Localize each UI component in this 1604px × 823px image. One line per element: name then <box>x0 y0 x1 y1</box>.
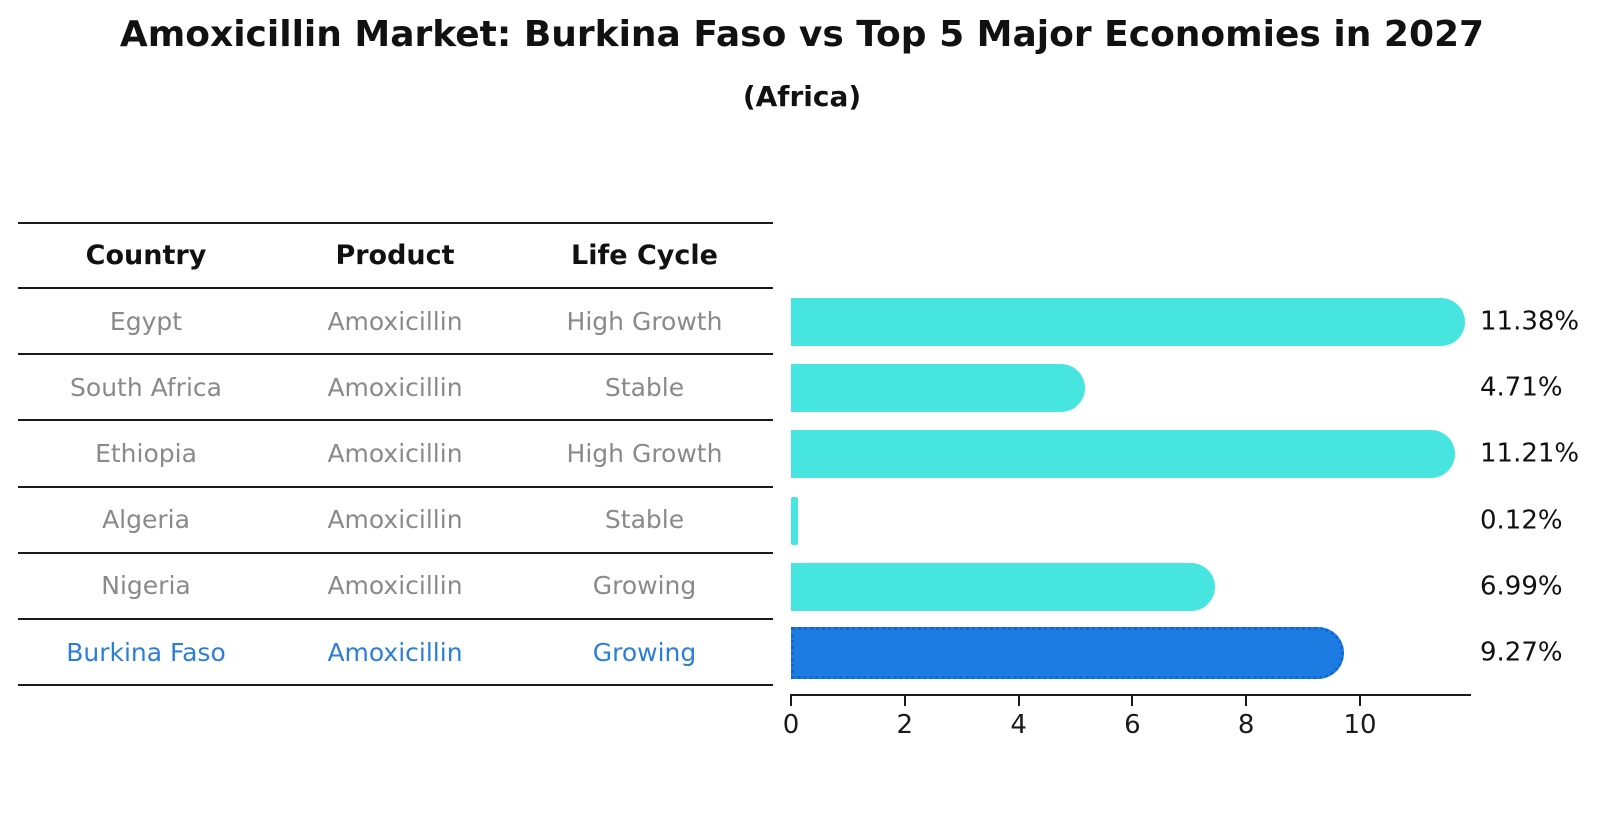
cell-product: Amoxicillin <box>327 637 463 667</box>
bar-value-label-south-africa: 4.71% <box>1480 372 1563 403</box>
cell-life-cycle: Growing <box>592 571 697 601</box>
cell-product: Amoxicillin <box>327 438 463 468</box>
chart-subtitle: (Africa) <box>742 80 862 113</box>
cell-country: South Africa <box>70 372 222 402</box>
table-header-product: Product <box>335 240 455 271</box>
cell-country: Egypt <box>109 306 183 336</box>
cell-country: Burkina Faso <box>66 637 226 667</box>
cell-country: Ethiopia <box>95 438 197 468</box>
table-body: Egypt Amoxicillin High Growth South Africa A… <box>18 289 773 687</box>
x-axis-tick-8 <box>1245 694 1248 706</box>
cell-life-cycle: Growing <box>592 637 697 667</box>
cell-product: Amoxicillin <box>327 505 463 535</box>
x-axis-tick-label-0: 0 <box>782 710 800 740</box>
bar-value-label-ethiopia: 11.21% <box>1480 438 1580 469</box>
bar-burkina-faso <box>791 626 1345 679</box>
table-row-algeria: Algeria Amoxicillin Stable <box>18 488 773 554</box>
bar-algeria <box>791 496 798 545</box>
bar-value-label-algeria: 0.12% <box>1480 504 1563 535</box>
x-axis-tick-4 <box>1017 694 1020 706</box>
bar-ethiopia <box>791 430 1455 479</box>
x-axis-tick-label-6: 6 <box>1124 710 1141 740</box>
table-row-ethiopia: Ethiopia Amoxicillin High Growth <box>18 421 773 488</box>
cell-life-cycle: High Growth <box>566 438 723 468</box>
x-axis-tick-2 <box>903 694 906 706</box>
x-axis-tick-10 <box>1359 694 1361 706</box>
chart-title: Amoxicillin Market: Burkina Faso vs Top … <box>119 14 1485 55</box>
table-row-burkina-faso: Burkina Faso Amoxicillin Growing <box>18 620 773 687</box>
bar-egypt <box>791 298 1465 347</box>
table-row-nigeria: Nigeria Amoxicillin Growing <box>18 554 773 620</box>
x-axis-tick-label-10: 10 <box>1343 710 1377 740</box>
bar-south-africa <box>791 364 1085 413</box>
cell-life-cycle: Stable <box>604 372 685 402</box>
x-axis-tick-label-8: 8 <box>1237 710 1255 740</box>
x-axis-tick-6 <box>1131 694 1134 706</box>
cell-country: Nigeria <box>101 571 191 601</box>
bar-value-label-egypt: 11.38% <box>1480 306 1580 337</box>
x-axis-tick-label-4: 4 <box>1010 710 1027 740</box>
cell-life-cycle: High Growth <box>566 306 723 336</box>
x-axis-tick-label-2: 2 <box>896 710 914 740</box>
x-axis-tick-0 <box>790 694 792 706</box>
bar-value-label-nigeria: 6.99% <box>1480 571 1563 602</box>
table-row-south-africa: South Africa Amoxicillin Stable <box>18 355 773 422</box>
bar-value-label-burkina-faso: 9.27% <box>1480 637 1563 668</box>
table-header-lifecycle: Life Cycle <box>571 240 718 271</box>
table-header-row: Country Product Life Cycle <box>18 222 773 289</box>
cell-product: Amoxicillin <box>327 306 463 336</box>
table-header-country: Country <box>85 240 207 271</box>
table-row-egypt: Egypt Amoxicillin High Growth <box>18 289 773 356</box>
cell-product: Amoxicillin <box>327 372 463 402</box>
country-table: Country Product Life Cycle Egypt Amoxicil… <box>18 222 773 687</box>
cell-life-cycle: Stable <box>604 505 685 535</box>
bar-nigeria <box>791 562 1215 611</box>
cell-country: Algeria <box>102 505 190 535</box>
cell-product: Amoxicillin <box>327 571 463 601</box>
x-axis-line <box>790 694 1471 696</box>
